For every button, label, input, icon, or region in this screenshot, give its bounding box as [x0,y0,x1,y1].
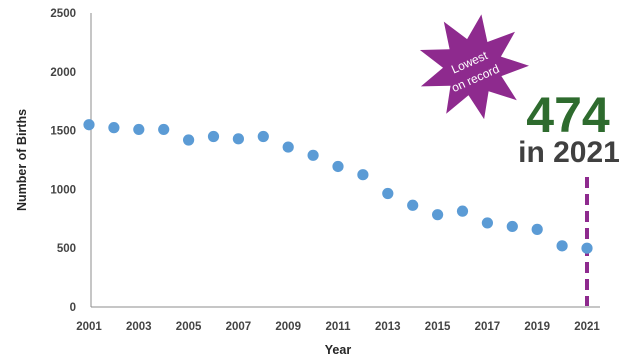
data-point [282,141,294,153]
data-point [382,187,394,200]
y-tick-labels: 0 500 1000 1500 2000 2500 [50,8,76,314]
data-points [83,119,593,254]
data-point [481,217,493,229]
y-tick-label: 1000 [50,184,76,196]
x-axis-title: Year [325,343,352,357]
callout-value: 474 [526,87,610,143]
y-tick-label: 2000 [50,67,76,79]
x-tick-label: 2011 [326,321,352,333]
data-point [158,123,170,136]
x-tick-label: 2015 [425,321,451,333]
data-point [133,123,145,136]
y-axis-title: Number of Births [15,109,29,211]
y-tick-label: 2500 [50,8,76,20]
x-tick-label: 2005 [176,321,202,333]
y-tick-label: 500 [57,243,76,255]
data-point [531,223,543,235]
data-point [307,149,319,161]
y-tick-label: 0 [70,302,76,314]
data-point [556,240,568,252]
data-point [407,199,419,211]
data-point [432,209,444,221]
y-tick-label: 1500 [50,126,76,138]
data-point [332,160,344,173]
callout-subtitle: in 2021 [518,136,620,169]
data-point [357,169,369,181]
data-point [183,134,195,146]
x-tick-label: 2019 [524,321,550,333]
x-tick-label: 2017 [475,321,501,333]
x-tick-label: 2003 [126,321,152,333]
x-tick-label: 2001 [76,321,102,333]
x-tick-label: 2007 [226,321,252,333]
data-point [83,119,95,131]
data-point [232,133,244,145]
data-point [207,130,220,143]
star-burst-icon [419,14,529,120]
x-tick-label: 2021 [574,321,600,333]
data-point [506,220,518,233]
data-point [456,205,469,217]
data-point [108,122,120,134]
x-tick-label: 2013 [375,321,401,333]
x-tick-labels: 2001 2003 2005 2007 2009 2011 2013 2015 2017 2019… [76,321,600,333]
data-point [257,130,269,143]
x-tick-label: 2009 [275,321,301,333]
data-point [581,242,593,254]
lowest-on-record-badge: Lowest on record [419,14,529,120]
